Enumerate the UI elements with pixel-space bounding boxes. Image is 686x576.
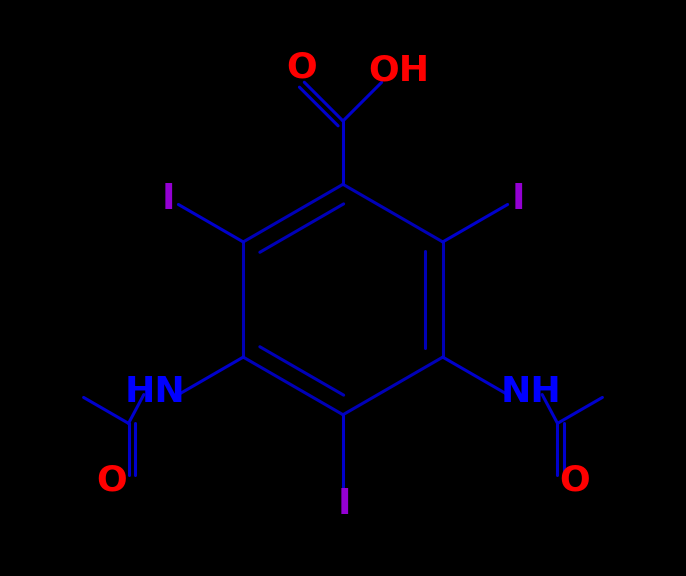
Text: I: I xyxy=(511,181,525,216)
Text: HN: HN xyxy=(125,374,186,409)
Text: OH: OH xyxy=(368,54,429,88)
Text: O: O xyxy=(559,464,590,498)
Text: I: I xyxy=(161,181,175,216)
Text: NH: NH xyxy=(500,374,561,409)
Text: I: I xyxy=(338,487,351,521)
Text: O: O xyxy=(96,464,127,498)
Text: O: O xyxy=(286,51,317,85)
